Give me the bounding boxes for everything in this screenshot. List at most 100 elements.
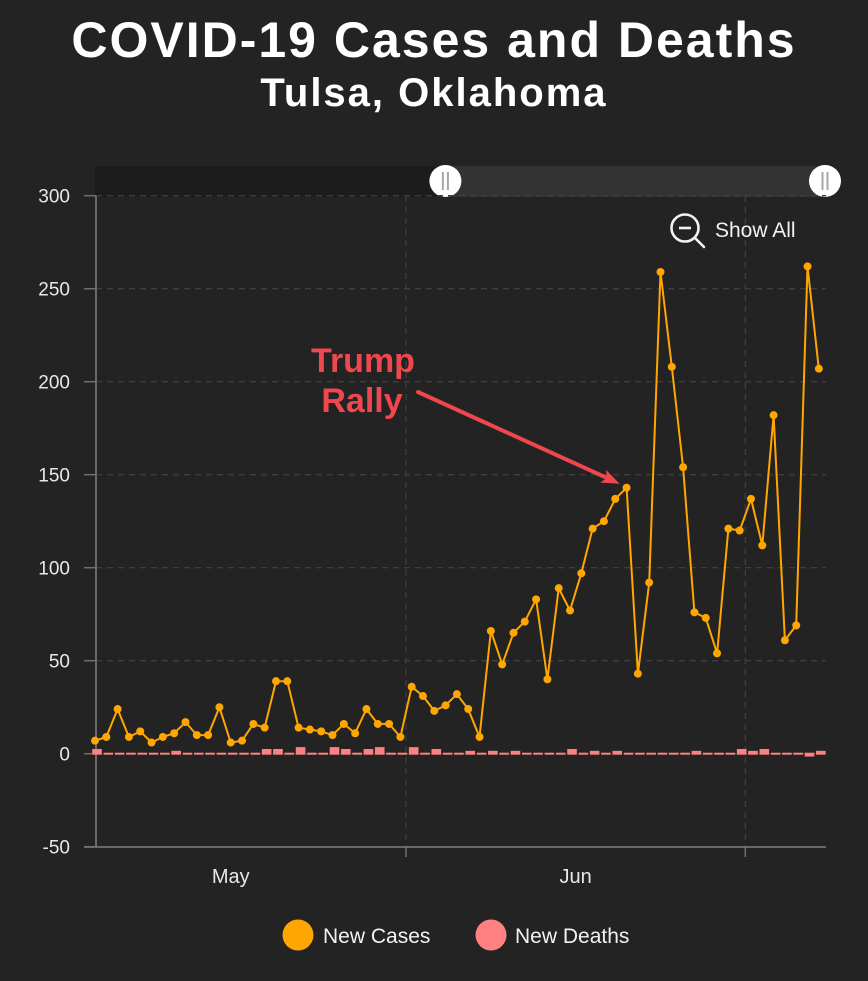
case-point[interactable] <box>362 705 371 714</box>
death-bar <box>318 752 328 755</box>
case-point[interactable] <box>192 731 201 740</box>
chart-subtitle: Tulsa, Oklahoma <box>260 71 608 115</box>
case-point[interactable] <box>124 732 133 741</box>
case-point[interactable] <box>339 719 348 728</box>
case-point[interactable] <box>814 364 823 373</box>
new-deaths-series <box>92 747 826 757</box>
case-point[interactable] <box>260 723 269 732</box>
legend-item-new-deaths[interactable]: New Deaths <box>475 919 630 951</box>
case-point[interactable] <box>701 613 710 622</box>
case-point[interactable] <box>452 690 461 699</box>
case-point[interactable] <box>385 719 394 728</box>
navigator-selected-range[interactable] <box>445 166 825 197</box>
case-point[interactable] <box>622 483 631 492</box>
case-point[interactable] <box>430 706 439 715</box>
case-point[interactable] <box>170 729 179 738</box>
annotation-arrowhead-icon <box>600 469 620 484</box>
death-bar <box>793 752 804 755</box>
case-point[interactable] <box>328 731 337 740</box>
case-point[interactable] <box>204 731 213 740</box>
death-bar <box>782 752 792 755</box>
case-point[interactable] <box>91 736 99 745</box>
legend-label-deaths[interactable]: New Deaths <box>515 925 629 948</box>
case-point[interactable] <box>113 705 122 714</box>
show-all-button[interactable]: Show All <box>664 210 809 250</box>
case-point[interactable] <box>396 732 405 741</box>
death-bar <box>589 750 600 755</box>
case-point[interactable] <box>158 732 167 741</box>
navigator[interactable] <box>95 165 841 197</box>
case-point[interactable] <box>713 649 722 658</box>
case-point[interactable] <box>475 732 484 741</box>
case-point[interactable] <box>735 526 744 535</box>
case-point[interactable] <box>532 595 541 604</box>
show-all-label[interactable]: Show All <box>715 219 796 242</box>
case-point[interactable] <box>294 723 303 732</box>
case-point[interactable] <box>351 729 360 738</box>
case-point[interactable] <box>238 736 247 745</box>
case-point[interactable] <box>577 569 586 578</box>
death-bar <box>725 752 736 755</box>
death-bar <box>770 752 781 755</box>
case-point[interactable] <box>667 362 676 371</box>
case-point[interactable] <box>746 494 755 503</box>
case-point[interactable] <box>803 262 812 271</box>
case-point[interactable] <box>418 692 427 701</box>
grip-handle-icon[interactable] <box>809 165 841 197</box>
case-point[interactable] <box>271 677 280 686</box>
case-point[interactable] <box>509 628 518 637</box>
zoom-out-icon[interactable] <box>670 213 706 249</box>
death-bar <box>284 752 295 755</box>
case-point[interactable] <box>724 524 733 533</box>
case-point[interactable] <box>611 494 620 503</box>
case-point[interactable] <box>305 725 314 734</box>
case-point[interactable] <box>441 701 450 710</box>
case-point[interactable] <box>758 541 767 550</box>
case-point[interactable] <box>690 608 699 617</box>
y-tick-label: 100 <box>38 559 70 580</box>
case-point[interactable] <box>792 621 801 630</box>
death-bar <box>193 752 204 755</box>
death-bar <box>669 752 679 755</box>
case-point[interactable] <box>780 636 789 645</box>
case-point[interactable] <box>317 727 326 736</box>
case-point[interactable] <box>543 675 552 684</box>
case-point[interactable] <box>566 606 575 615</box>
case-point[interactable] <box>181 718 190 727</box>
death-bar <box>816 750 826 755</box>
case-point[interactable] <box>633 669 642 678</box>
case-point[interactable] <box>486 626 495 635</box>
legend-item-new-cases[interactable]: New Cases <box>282 919 431 951</box>
case-point[interactable] <box>249 719 258 728</box>
case-point[interactable] <box>147 738 156 747</box>
case-point[interactable] <box>407 682 416 691</box>
case-point[interactable] <box>554 584 563 593</box>
case-point[interactable] <box>588 524 597 533</box>
case-point[interactable] <box>645 578 654 587</box>
case-point[interactable] <box>464 705 473 714</box>
y-tick-label: 50 <box>49 652 70 673</box>
death-bar <box>736 748 747 755</box>
death-bar <box>261 748 272 755</box>
case-point[interactable] <box>226 738 235 747</box>
case-point[interactable] <box>520 617 529 626</box>
case-point[interactable] <box>656 267 665 276</box>
case-point[interactable] <box>136 727 145 736</box>
legend-marker-deaths[interactable] <box>475 919 507 951</box>
death-bar <box>759 748 770 755</box>
case-point[interactable] <box>102 732 111 741</box>
grip-handle-icon[interactable] <box>429 165 462 197</box>
case-point[interactable] <box>769 411 778 420</box>
legend-marker-cases[interactable] <box>282 919 314 951</box>
case-point[interactable] <box>599 517 608 526</box>
legend-label-cases[interactable]: New Cases <box>323 925 430 948</box>
death-bar <box>273 748 283 755</box>
case-point[interactable] <box>283 677 292 686</box>
navigator-left-handle[interactable] <box>429 165 462 197</box>
death-bar <box>521 752 532 755</box>
navigator-right-handle[interactable] <box>809 165 841 197</box>
case-point[interactable] <box>498 660 507 669</box>
case-point[interactable] <box>373 719 382 728</box>
case-point[interactable] <box>679 463 688 472</box>
case-point[interactable] <box>215 703 224 712</box>
